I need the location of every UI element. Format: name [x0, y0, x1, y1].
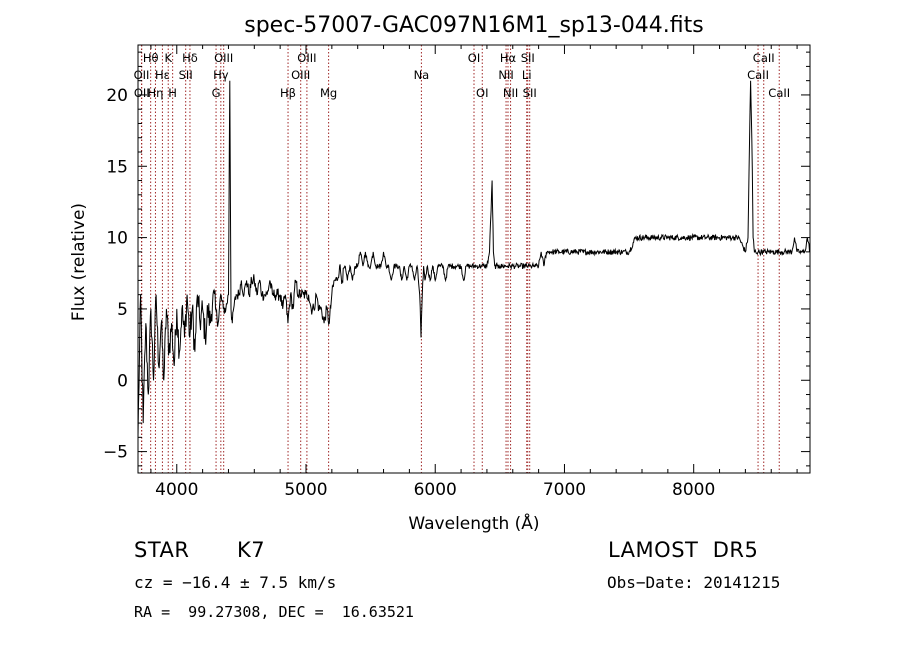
spectral-line-label: Hβ [280, 86, 296, 100]
spectrum-layer [137, 80, 811, 438]
spectral-line-label: H [168, 86, 177, 100]
x-tick-label: 5000 [284, 480, 327, 500]
observation-date: Obs−Date: 20141215 [607, 573, 781, 592]
y-axis-label: Flux (relative) [69, 203, 89, 321]
y-tick-label: −5 [103, 443, 128, 463]
spectral-line-label: CaII [753, 51, 775, 65]
spectral-subclass: K7 [237, 538, 266, 562]
spectral-line-label: OIII [214, 51, 233, 65]
spectral-line-label: Hδ [182, 51, 198, 65]
plot-frame [137, 44, 811, 474]
redshift-readout: cz = −16.4 ± 7.5 km/s [134, 573, 337, 592]
spectral-line-label: Hε [155, 68, 170, 82]
coordinates: RA = 99.27308, DEC = 16.63521 [134, 603, 414, 621]
x-tick-label: 4000 [155, 480, 198, 500]
spectral-line-label: OII [134, 68, 150, 82]
spectral-line-label: OI [476, 86, 488, 100]
spectral-line-label: OIII [297, 51, 316, 65]
spectral-line-label: Hη [147, 86, 163, 100]
spectral-line-markers [140, 45, 780, 473]
spectral-line-label: Li [522, 68, 532, 82]
spectral-line-label: NII [498, 68, 513, 82]
y-tick-label: 20 [106, 86, 128, 106]
chart-title: spec-57007-GAC097N16M1_sp13-044.fits [244, 13, 704, 38]
spectral-line-label: CaII [768, 86, 790, 100]
x-axis: 4000 5000 6000 7000 8000 [150, 45, 798, 500]
spectral-line-label: SII [179, 68, 193, 82]
x-axis-label: Wavelength (Å) [408, 512, 539, 534]
y-tick-label: 10 [106, 229, 128, 249]
x-tick-label: 8000 [672, 480, 715, 500]
spectral-line-label: Na [414, 68, 430, 82]
spectral-line-label: G [212, 86, 221, 100]
survey-name: LAMOST DR5 [608, 538, 759, 562]
spectral-line-label: Hγ [213, 68, 229, 82]
object-type: STAR [134, 538, 190, 562]
spectral-line-label: OIII [291, 68, 310, 82]
spectral-line-label: CaII [747, 68, 769, 82]
spectral-line-label: SII [523, 86, 537, 100]
y-tick-label: 0 [117, 371, 128, 391]
spectral-line-label: Mg [320, 86, 337, 100]
y-tick-label: 5 [117, 300, 128, 320]
spectral-line-label: Hα [500, 51, 517, 65]
spectrum-line [137, 80, 811, 438]
spectral-line-label: NII [503, 86, 518, 100]
spectral-line-label: OI [468, 51, 480, 65]
y-tick-label: 15 [106, 157, 128, 177]
y-axis: −5 0 5 10 15 20 [103, 51, 810, 467]
spectral-line-label: Hθ [143, 51, 159, 65]
spectral-line-label: SII [521, 51, 535, 65]
x-tick-label: 7000 [543, 480, 586, 500]
x-tick-label: 6000 [414, 480, 457, 500]
spectral-line-label: K [164, 51, 172, 65]
